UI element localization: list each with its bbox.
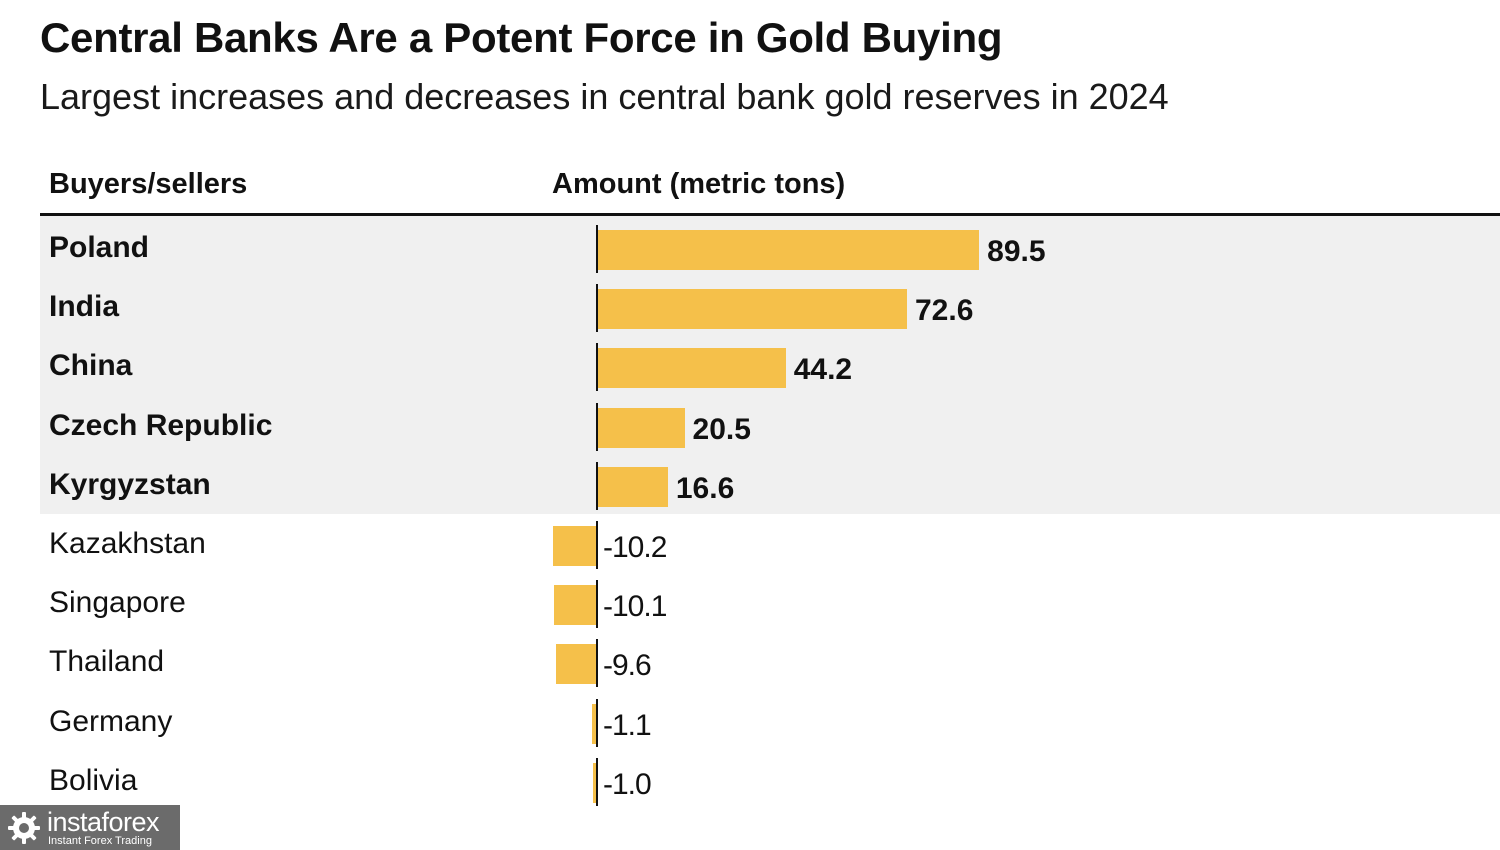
bar-row: India 72.6 (0, 276, 1500, 335)
value-label: -10.1 (603, 590, 667, 624)
category-label: Czech Republic (49, 408, 273, 442)
value-label: 20.5 (692, 412, 751, 446)
category-label: Poland (49, 231, 150, 264)
watermark-tagline: Instant Forex Trading (48, 835, 152, 847)
zero-axis-tick (596, 580, 598, 629)
category-label: Singapore (49, 586, 186, 620)
bar-row: Bolivia -1.0 (0, 750, 1500, 809)
bar-row: Czech Republic 20.5 (0, 395, 1500, 454)
header-rule (40, 213, 1500, 216)
zero-axis-tick (596, 698, 598, 747)
bar (597, 466, 668, 507)
zero-axis-tick (596, 343, 598, 392)
value-label: 16.6 (675, 471, 735, 505)
bar (553, 526, 597, 566)
bar (597, 407, 685, 448)
category-label: Germany (49, 704, 173, 738)
bar-row: China 44.2 (0, 335, 1500, 394)
bar-row: Kazakhstan -10.2 (0, 513, 1500, 572)
bar-row: Germany -1.1 (0, 691, 1500, 750)
bar (592, 762, 597, 803)
chart-title: Central Banks Are a Potent Force in Gold… (40, 14, 1003, 61)
bar (597, 289, 907, 330)
chart-subtitle: Largest increases and decreases in centr… (40, 76, 1169, 117)
category-label: Thailand (49, 645, 165, 679)
bar-row: Kyrgyzstan 16.6 (0, 454, 1500, 513)
zero-axis-tick (596, 639, 598, 688)
watermark: instaforex Instant Forex Trading (0, 805, 180, 850)
category-label: Bolivia (49, 763, 138, 797)
category-label: China (49, 349, 133, 383)
category-label: Kazakhstan (49, 527, 206, 560)
watermark-brand: instaforex (47, 807, 160, 837)
value-label: 89.5 (987, 235, 1046, 268)
value-label: -9.6 (603, 649, 652, 683)
column-header-buyers-sellers: Buyers/sellers (49, 168, 248, 200)
bar (553, 585, 597, 626)
zero-axis-tick (596, 225, 598, 273)
bar (597, 348, 786, 389)
value-label: -10.2 (603, 531, 667, 564)
gear-logo-icon (8, 812, 40, 844)
category-label: India (49, 290, 120, 324)
bar-row: Singapore -10.1 (0, 572, 1500, 631)
value-label: 72.6 (915, 294, 974, 328)
category-label: Kyrgyzstan (49, 467, 211, 501)
bar (597, 230, 980, 270)
zero-axis-tick (596, 461, 598, 510)
zero-axis-tick (596, 521, 598, 569)
value-label: 44.2 (793, 353, 853, 387)
value-label: -1.1 (603, 708, 652, 742)
zero-axis-tick (596, 757, 598, 806)
value-label: -1.0 (603, 767, 652, 801)
column-header-amount: Amount (metric tons) (552, 168, 846, 200)
bar-row: Thailand -9.6 (0, 631, 1500, 690)
bar (556, 644, 597, 685)
zero-axis-tick (596, 402, 598, 451)
bar-row: Poland 89.5 (0, 217, 1500, 276)
bar (592, 703, 597, 744)
zero-axis-tick (596, 284, 598, 333)
